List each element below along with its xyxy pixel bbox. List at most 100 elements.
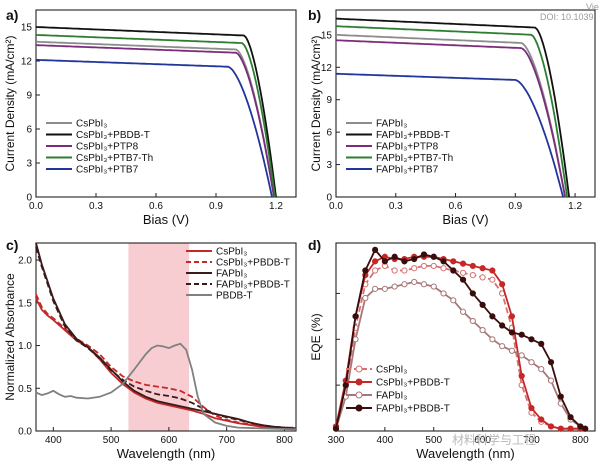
data-point	[450, 258, 457, 265]
legend-label: CsPbI₃	[216, 247, 247, 258]
data-point	[538, 365, 545, 373]
x-tick-label: 600	[161, 435, 178, 446]
y-axis-label: Current Density (mA/cm²)	[309, 35, 323, 171]
data-point	[371, 285, 379, 292]
data-point	[518, 372, 525, 380]
panel-label-b: b)	[308, 7, 321, 23]
series-line-a-4	[36, 59, 273, 198]
data-point	[371, 258, 379, 265]
plot-frame-b	[335, 9, 596, 198]
x-tick-label: 500	[103, 435, 120, 446]
data-point	[489, 267, 496, 274]
series-line-b-2	[335, 39, 566, 198]
y-tick-label: 1.5	[18, 298, 32, 309]
x-tick-label: 400	[45, 435, 62, 446]
x-axis-label: Wavelength (nm)	[416, 446, 515, 461]
y-tick-label: 6	[326, 128, 332, 139]
legend-label: FAPbI₃+PTB7-Th	[376, 153, 453, 164]
data-point	[440, 265, 447, 272]
panel-label-a: a)	[6, 7, 18, 23]
data-point	[430, 283, 437, 290]
y-axis-label: EQE (%)	[309, 313, 323, 360]
y-tick-label: 15	[321, 30, 333, 41]
x-tick-label: 0.9	[508, 201, 522, 212]
y-tick-label: 0.0	[18, 427, 32, 438]
data-point	[479, 301, 486, 309]
data-point	[508, 347, 516, 354]
series-line-a-0	[35, 40, 275, 198]
data-point	[420, 262, 428, 270]
data-point	[528, 359, 535, 366]
data-point	[547, 359, 555, 366]
data-point	[440, 258, 447, 265]
data-point	[459, 308, 467, 315]
data-point	[459, 260, 467, 267]
x-tick-label: 0.6	[149, 201, 163, 212]
legend-label: CsPbI₃+PTP8	[76, 142, 139, 153]
x-tick-label: 0.3	[89, 201, 103, 212]
data-point	[391, 267, 398, 274]
data-point	[538, 416, 545, 423]
series-line-b-4	[336, 72, 564, 198]
data-point	[547, 377, 555, 384]
data-point	[352, 313, 359, 320]
y-tick-label: 9	[326, 95, 332, 106]
data-point	[411, 265, 418, 272]
data-point	[479, 265, 486, 272]
data-point	[499, 322, 506, 329]
series-line-a-3	[35, 34, 276, 198]
data-point	[342, 382, 349, 389]
x-tick-label: 400	[377, 435, 394, 446]
series-line-b-3	[335, 25, 568, 198]
x-tick-label: 0.3	[389, 201, 403, 212]
y-tick-label: 0.5	[18, 384, 32, 395]
data-point	[401, 258, 408, 265]
legend-label: CsPbI₃+PTB7	[76, 165, 139, 176]
data-point	[401, 281, 408, 288]
data-point	[508, 329, 516, 336]
data-point	[391, 253, 398, 260]
data-point	[391, 283, 398, 290]
data-point	[411, 255, 418, 263]
y-tick-label: 6	[26, 125, 32, 136]
x-tick-label: 600	[474, 435, 491, 446]
x-tick-label: 800	[572, 435, 589, 446]
data-point	[469, 262, 476, 270]
view-online-link[interactable]: Vie	[586, 2, 599, 12]
data-point	[381, 285, 388, 292]
legend-label: FAPbI₃	[216, 269, 247, 280]
data-point	[362, 294, 369, 302]
data-point	[547, 423, 555, 430]
legend-label: FAPbI₃+PBDB-T	[376, 130, 450, 141]
plot-frame-a	[35, 9, 297, 198]
legend-marker	[355, 378, 363, 386]
legend-label: CsPbI₃	[76, 119, 107, 130]
data-point	[518, 331, 525, 338]
series-line-c-3	[35, 247, 297, 430]
data-point	[352, 336, 359, 343]
data-point	[469, 271, 476, 279]
legend-label: CsPbI₃+PBDB-T	[376, 378, 450, 389]
data-point	[479, 274, 486, 281]
panel-label-c: c)	[6, 237, 18, 253]
data-point	[459, 269, 467, 276]
data-point	[577, 423, 584, 430]
series-line-c-0	[35, 298, 296, 430]
data-point	[567, 425, 574, 432]
data-point	[489, 313, 496, 320]
panel-label-d: d)	[308, 237, 321, 253]
data-point	[469, 290, 476, 297]
x-tick-label: 0.6	[449, 201, 463, 212]
legend-label: FAPbI₃	[376, 119, 407, 130]
x-axis-label: Bias (V)	[442, 212, 488, 227]
y-axis-label: Current Density (mA/cm²)	[3, 35, 17, 171]
data-point	[430, 253, 437, 260]
y-tick-label: 1.0	[18, 341, 32, 352]
data-point	[508, 313, 516, 320]
y-tick-label: 0	[26, 193, 32, 204]
data-point	[371, 246, 379, 253]
legend-label: CsPbI₃+PBDB-T	[216, 258, 290, 269]
x-tick-label: 500	[425, 435, 442, 446]
data-point	[450, 297, 457, 304]
